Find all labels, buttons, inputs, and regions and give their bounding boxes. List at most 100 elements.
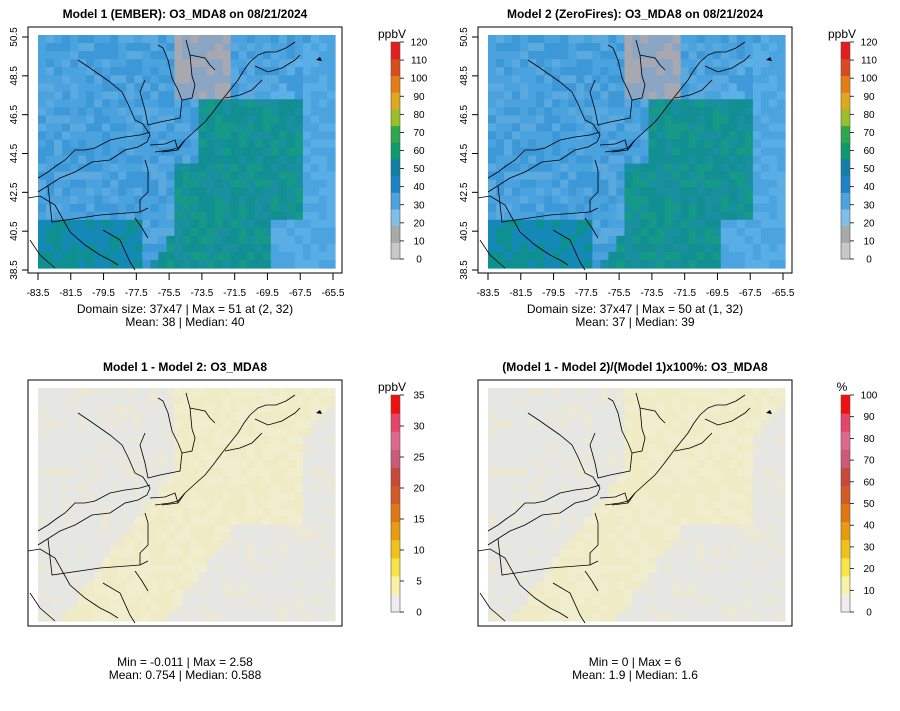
grid-cell bbox=[704, 259, 714, 269]
colorbar-tick-label: 60 bbox=[863, 146, 875, 157]
grid-cell bbox=[70, 75, 79, 84]
grid-cell bbox=[520, 404, 529, 413]
grid-cell bbox=[214, 532, 224, 542]
grid-cell bbox=[512, 67, 521, 76]
state-coastline-outlines bbox=[27, 39, 322, 271]
grid-cell bbox=[656, 516, 666, 526]
colorbar-swatch bbox=[391, 521, 400, 541]
grid-cell bbox=[38, 484, 47, 494]
grid-cell bbox=[166, 564, 176, 574]
grid-cell bbox=[504, 75, 513, 84]
colorbar-tick-label: 110 bbox=[861, 56, 877, 67]
grid-cell bbox=[134, 219, 143, 229]
grid-cell bbox=[134, 139, 143, 149]
grid-cell bbox=[632, 596, 642, 606]
grid-cell bbox=[310, 51, 320, 60]
grid-cell bbox=[752, 243, 762, 253]
grid-cell bbox=[616, 243, 626, 253]
grid-cell bbox=[70, 227, 79, 237]
x-tick-label: -69.5 bbox=[706, 288, 729, 299]
grid-cell bbox=[110, 476, 119, 486]
grid-cell bbox=[648, 107, 658, 116]
grid-cell bbox=[600, 396, 610, 405]
grid-cell bbox=[94, 436, 103, 445]
grid-cell bbox=[768, 235, 778, 245]
colorbar-swatch bbox=[391, 42, 400, 60]
grid-cell bbox=[608, 452, 618, 461]
grid-cell bbox=[512, 139, 521, 149]
grid-cell bbox=[174, 484, 184, 494]
grid-cell bbox=[150, 147, 160, 157]
grid-cell bbox=[704, 203, 714, 213]
grid-cell bbox=[302, 227, 312, 237]
grid-cell bbox=[126, 259, 135, 269]
grid-cell bbox=[198, 179, 208, 189]
grid-cell bbox=[102, 588, 111, 598]
grid-cell bbox=[600, 251, 610, 261]
grid-cell bbox=[38, 139, 47, 149]
grid-cell bbox=[78, 452, 87, 461]
grid-cell bbox=[222, 524, 232, 534]
grid-cell bbox=[600, 548, 610, 558]
grid-cell bbox=[102, 524, 111, 534]
grid-cell bbox=[230, 243, 240, 253]
grid-cell bbox=[246, 147, 256, 157]
grid-cell bbox=[94, 99, 103, 108]
grid-cell bbox=[592, 91, 601, 100]
colorbar-swatch bbox=[841, 42, 850, 60]
grid-cell bbox=[768, 99, 778, 108]
grid-cell bbox=[568, 572, 577, 582]
grid-cell bbox=[214, 388, 224, 397]
boundary-line bbox=[589, 159, 599, 212]
grid-cell bbox=[62, 548, 71, 558]
grid-cell bbox=[640, 500, 650, 510]
grid-cell bbox=[560, 612, 569, 622]
grid-cell bbox=[318, 179, 328, 189]
grid-cell bbox=[512, 51, 521, 60]
grid-cell bbox=[640, 580, 650, 590]
grid-cell bbox=[134, 147, 143, 157]
grid-cell bbox=[62, 444, 71, 453]
grid-cell bbox=[512, 500, 521, 510]
grid-cell bbox=[70, 115, 79, 124]
grid-cell bbox=[736, 171, 746, 181]
grid-cell bbox=[552, 171, 561, 181]
grid-cell bbox=[246, 460, 256, 469]
grid-cell bbox=[318, 444, 328, 453]
x-tick-label: -75.5 bbox=[158, 288, 181, 299]
grid-cell bbox=[624, 508, 634, 518]
grid-cell bbox=[302, 532, 312, 542]
y-tick-label: 50.5 bbox=[9, 27, 20, 47]
grid-cell bbox=[222, 532, 232, 542]
grid-cell bbox=[744, 227, 754, 237]
grid-cell bbox=[70, 468, 79, 477]
grid-cell bbox=[158, 51, 168, 60]
grid-cell bbox=[752, 556, 762, 566]
x-tick-label: -77.5 bbox=[575, 288, 598, 299]
grid-cell bbox=[504, 484, 513, 494]
grid-cell bbox=[302, 460, 312, 469]
grid-cell bbox=[150, 428, 160, 437]
grid-cell bbox=[38, 123, 47, 133]
grid-cell bbox=[768, 484, 778, 494]
grid-cell bbox=[262, 219, 272, 229]
grid-cell bbox=[86, 476, 95, 486]
grid-cell bbox=[544, 404, 553, 413]
grid-cell bbox=[94, 596, 103, 606]
grid-cell bbox=[544, 508, 553, 518]
grid-cell bbox=[166, 452, 176, 461]
grid-cell bbox=[62, 235, 71, 245]
grid-cell bbox=[560, 163, 569, 173]
grid-cell bbox=[246, 428, 256, 437]
grid-cell bbox=[744, 572, 754, 582]
grid-cell bbox=[640, 243, 650, 253]
grid-cell bbox=[118, 444, 127, 453]
grid-cell bbox=[640, 219, 650, 229]
grid-cell bbox=[648, 51, 658, 60]
grid-cell bbox=[536, 219, 545, 229]
grid-cell bbox=[776, 604, 786, 614]
grid-cell bbox=[302, 580, 312, 590]
grid-cell bbox=[238, 99, 248, 108]
grid-cell bbox=[294, 43, 304, 52]
